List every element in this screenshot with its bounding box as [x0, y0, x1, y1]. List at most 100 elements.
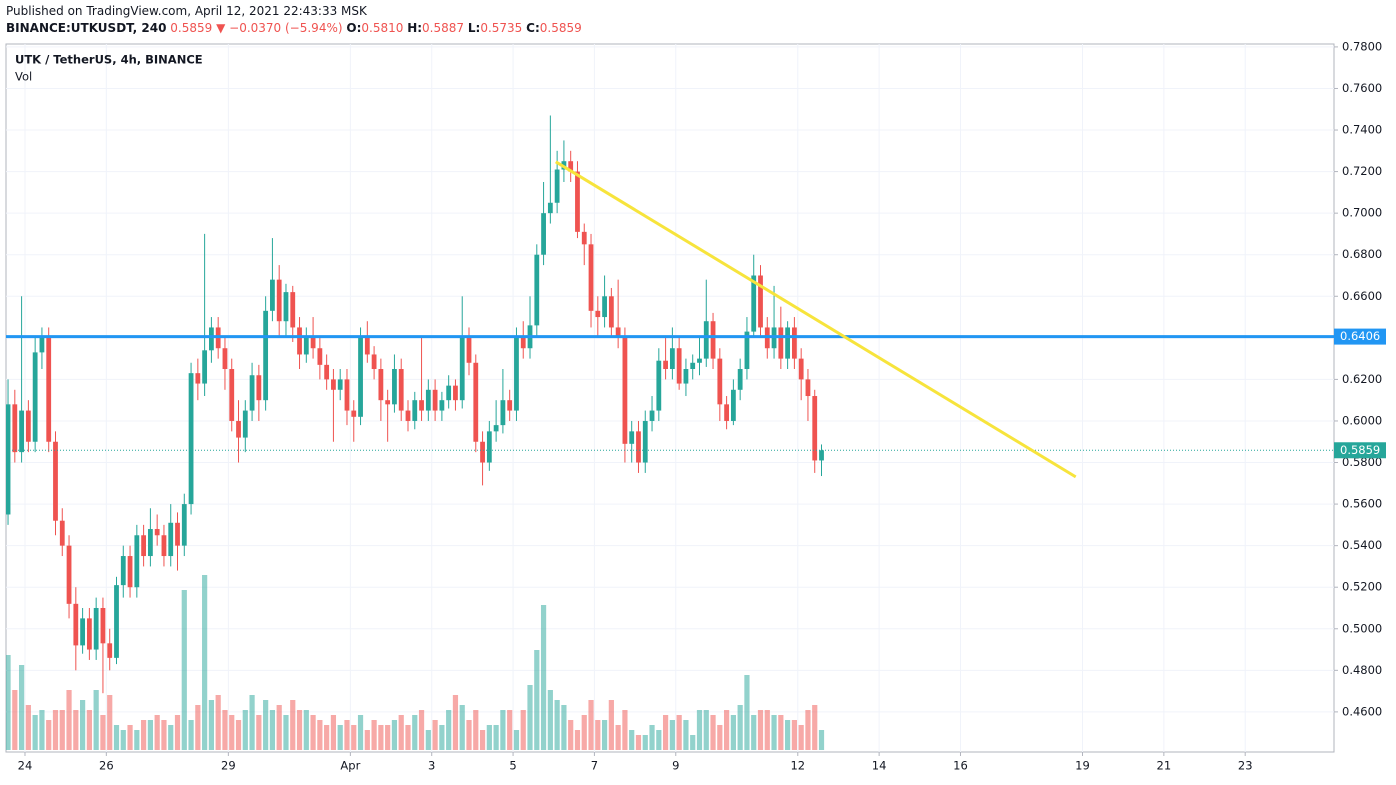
candle-body [147, 529, 153, 557]
candle-body [39, 337, 45, 353]
candle-body [453, 385, 458, 401]
candle-body [568, 161, 574, 172]
volume-bar [778, 715, 784, 750]
open: 0.5810 [361, 21, 404, 35]
candle-body [507, 400, 513, 411]
candle-body [812, 396, 818, 461]
candle-body [554, 169, 560, 203]
volume-bar [554, 700, 560, 750]
change: −0.0370 (−5.94%) [229, 21, 343, 35]
volume-bar [418, 710, 425, 750]
volume-bar [303, 710, 309, 750]
candle-body [785, 327, 791, 359]
volume-bar [249, 695, 255, 750]
volume-bar [18, 665, 25, 750]
volume-bar [683, 720, 689, 750]
volume-bar [93, 690, 99, 750]
candle-body [669, 348, 675, 370]
y-tick-label: 0.5400 [1342, 538, 1382, 552]
price-tag-label: 0.5859 [1340, 443, 1380, 457]
candle-body [80, 618, 86, 646]
overlays [6, 160, 1334, 479]
volume-bar [452, 695, 459, 750]
x-tick-label: 24 [18, 759, 33, 773]
volume-bar [649, 725, 655, 750]
candle-body [581, 231, 587, 245]
candle-body [242, 410, 248, 438]
volume-bar [127, 725, 133, 750]
arrow: ▼ [216, 21, 226, 35]
volume-bar [107, 695, 113, 750]
volume-bar [269, 710, 276, 750]
candle-body [188, 373, 194, 505]
volume-bar [66, 690, 72, 750]
candle-body [798, 358, 804, 380]
volume-bar [622, 710, 628, 750]
volume-bar [432, 720, 438, 750]
price-tag [1334, 442, 1386, 459]
candle-body [107, 643, 113, 658]
candle-body [324, 364, 330, 380]
volume-bar [473, 710, 479, 750]
symbol: BINANCE:UTKUSDT, 240 [6, 21, 167, 35]
candle-body [791, 327, 797, 359]
candle-body [683, 369, 689, 384]
volume-pane [6, 575, 825, 750]
y-tick-label: 0.6800 [1342, 247, 1382, 261]
volume-bar [371, 720, 377, 750]
candle-body [175, 522, 180, 546]
candle-body [758, 275, 763, 328]
volume-bar [771, 715, 777, 750]
y-tick-label: 0.7200 [1342, 164, 1382, 178]
volume-bar [717, 725, 723, 750]
volume-bar [344, 720, 350, 750]
candle-body [629, 431, 635, 444]
volume-bar [310, 715, 316, 750]
volume-bar [439, 725, 445, 750]
candle-body [290, 292, 296, 328]
volume-bar [601, 720, 608, 750]
y-tick-label: 0.7400 [1342, 123, 1382, 137]
volume-bar [134, 730, 140, 750]
volume-label: Vol [15, 70, 32, 84]
volume-bar [595, 720, 601, 750]
volume-bar [730, 715, 736, 750]
candle-body [364, 337, 370, 355]
volume-bar [425, 730, 431, 750]
candle-body [371, 354, 377, 370]
candle-body [12, 404, 18, 453]
x-tick-label: 16 [953, 759, 968, 773]
volume-bar [364, 730, 370, 750]
volume-bar [574, 730, 581, 750]
candle-body [358, 337, 363, 417]
candle-body [622, 337, 628, 444]
candle-body [710, 321, 716, 359]
candle-body [66, 545, 72, 604]
symbol-line: BINANCE:UTKUSDT, 240 0.5859 ▼ −0.0370 (−… [6, 20, 582, 37]
candle-body [249, 375, 255, 411]
volume-bar [513, 730, 520, 750]
volume-bar [276, 705, 282, 750]
candle-body [656, 360, 662, 411]
volume-bar [642, 735, 648, 750]
volume-bar [757, 710, 764, 750]
volume-bar [744, 675, 750, 750]
volume-bar [507, 710, 513, 750]
candle-body [351, 410, 357, 417]
volume-bar [46, 720, 52, 750]
volume-bar [215, 695, 221, 750]
candle-body [744, 331, 750, 370]
candle-body [229, 369, 235, 421]
volume-bar [696, 710, 703, 750]
plot-frame [5, 43, 1335, 753]
volume-bar [12, 690, 18, 750]
candle-body [134, 535, 140, 588]
candle-body [737, 369, 743, 390]
candle-body [778, 327, 784, 359]
candle-body [25, 410, 31, 442]
y-tick-label: 0.6600 [1342, 289, 1382, 303]
volume-bar [527, 685, 533, 750]
x-tick-label: 5 [509, 759, 516, 773]
